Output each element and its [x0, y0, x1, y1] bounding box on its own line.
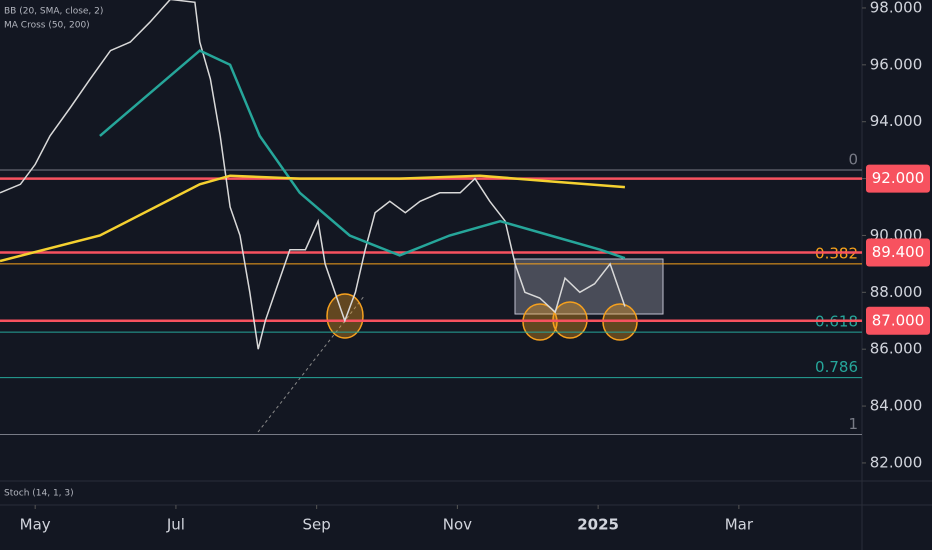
x-tick-label: Mar: [725, 516, 754, 534]
y-tick-label: 88.000: [870, 283, 923, 301]
y-tick-label: 96.000: [870, 55, 923, 73]
pane-label: Stoch (14, 1, 3): [4, 489, 74, 499]
series-line: [0, 174, 625, 263]
fib-label: 1: [848, 415, 858, 433]
y-tick-label: 94.000: [870, 112, 923, 130]
fib-label: 0.786: [815, 358, 858, 376]
indicator-label: BB (20, SMA, close, 2): [4, 7, 103, 17]
indicator-label: MA Cross (50, 200): [4, 21, 90, 31]
trend-line: [257, 294, 366, 433]
series-line: [0, 0, 626, 350]
price-tag-label: 92.000: [872, 169, 925, 187]
x-tick-label: Sep: [303, 516, 331, 534]
y-tick-label: 84.000: [870, 397, 923, 415]
price-tag-label: 87.000: [872, 311, 925, 329]
price-tag-label: 89.400: [872, 243, 925, 261]
price-tag: [866, 306, 930, 335]
y-tick-label: 82.000: [870, 453, 923, 471]
x-tick-label: May: [20, 516, 51, 534]
y-tick-label: 86.000: [870, 340, 923, 358]
series-line: [99, 49, 626, 260]
circle-marker: [326, 293, 364, 339]
price-tag: [866, 238, 930, 267]
y-tick-label: 98.000: [870, 0, 923, 16]
fib-label: 0: [848, 151, 858, 169]
x-tick-label: 2025: [577, 516, 619, 534]
price-tag: [866, 164, 930, 193]
x-tick-label: Jul: [166, 516, 185, 534]
x-tick-label: Nov: [443, 516, 472, 534]
